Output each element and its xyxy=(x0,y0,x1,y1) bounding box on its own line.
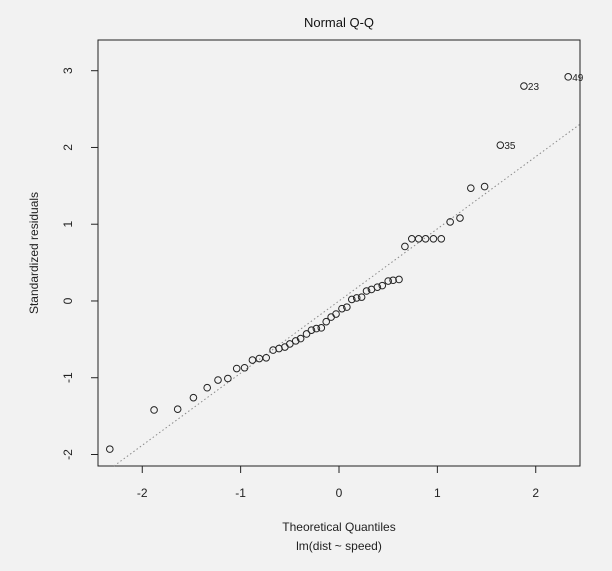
x-tick-label: 0 xyxy=(336,486,343,500)
data-point xyxy=(248,356,257,364)
data-point xyxy=(307,326,316,334)
y-tick-label: -2 xyxy=(61,449,75,460)
data-point xyxy=(312,324,321,333)
data-point xyxy=(347,295,356,304)
data-point xyxy=(395,275,403,284)
reference-line-layer xyxy=(113,123,581,467)
data-point xyxy=(189,393,198,402)
x-axis-subtitle: lm(dist ~ speed) xyxy=(296,539,382,553)
data-point xyxy=(480,182,489,191)
data-point xyxy=(429,235,438,243)
data-point xyxy=(352,294,361,302)
point-label: 23 xyxy=(528,82,540,93)
data-point xyxy=(378,281,387,290)
y-tick-label: -1 xyxy=(61,372,75,383)
data-point xyxy=(296,334,305,343)
data-point xyxy=(173,405,182,414)
x-axis-label: Theoretical Quantiles xyxy=(282,520,395,534)
data-point xyxy=(338,304,346,313)
data-point xyxy=(446,218,454,226)
data-point xyxy=(322,317,331,326)
data-point xyxy=(564,73,572,81)
y-tick-label: 3 xyxy=(61,67,75,74)
data-point xyxy=(291,337,300,345)
data-point xyxy=(106,445,114,453)
data-point xyxy=(302,330,311,338)
data-point xyxy=(240,363,249,372)
data-point xyxy=(437,235,446,243)
x-tick-label: -1 xyxy=(235,486,246,500)
data-point xyxy=(150,406,158,414)
x-axis: -2 -1 0 1 2 xyxy=(137,466,539,500)
data-point xyxy=(203,383,211,392)
y-axis-label: Standardized residuals xyxy=(27,192,41,314)
point-label: 49 xyxy=(572,73,584,84)
x-tick-label: 1 xyxy=(434,486,441,500)
data-point xyxy=(373,283,382,291)
data-point xyxy=(467,184,475,192)
point-label: 35 xyxy=(504,141,516,152)
y-axis: -2 -1 0 1 2 3 xyxy=(61,67,98,460)
data-point xyxy=(357,293,366,301)
data-point xyxy=(286,340,294,348)
data-point xyxy=(456,214,464,222)
data-point xyxy=(317,324,326,332)
data-point xyxy=(421,235,430,243)
data-point xyxy=(362,287,371,295)
data-point xyxy=(401,242,409,251)
data-point xyxy=(384,277,392,285)
data-point xyxy=(224,374,232,383)
data-point xyxy=(520,82,528,90)
data-point xyxy=(214,376,222,384)
points-layer: 35 23 49 xyxy=(106,73,584,453)
data-point xyxy=(389,276,397,285)
x-tick-label: 2 xyxy=(532,486,539,500)
y-tick-label: 2 xyxy=(61,144,75,151)
y-tick-label: 1 xyxy=(61,221,75,228)
data-point xyxy=(262,353,271,362)
data-point xyxy=(343,303,351,311)
reference-line xyxy=(113,123,581,467)
data-point xyxy=(496,141,505,149)
x-tick-label: -2 xyxy=(137,486,148,500)
y-tick-label: 0 xyxy=(61,297,75,304)
data-point xyxy=(332,310,340,318)
data-point xyxy=(232,364,241,373)
chart-title: Normal Q-Q xyxy=(304,15,374,30)
